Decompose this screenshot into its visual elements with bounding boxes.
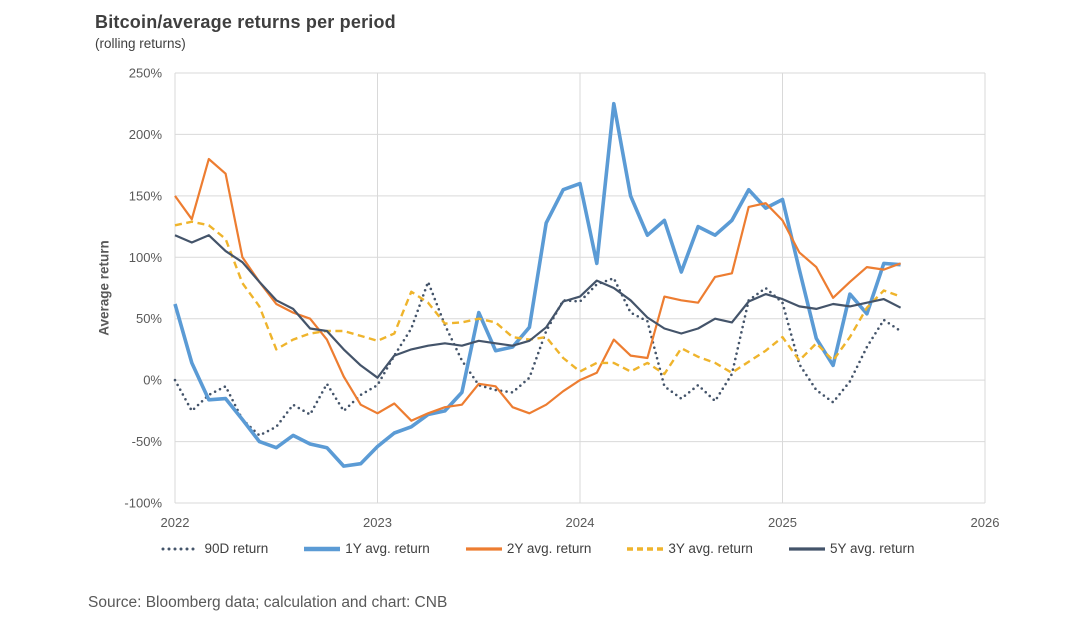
x-tick-label: 2023	[363, 515, 392, 530]
legend-label: 2Y avg. return	[506, 541, 592, 556]
chart-title: Bitcoin/average returns per period	[95, 12, 396, 32]
legend-item-2y-avg-return: 2Y avg. return	[464, 541, 592, 556]
x-tick-label: 2026	[971, 515, 1000, 530]
series-5y-avg-return	[174, 234, 902, 379]
y-tick-label: 50%	[136, 311, 162, 326]
legend-marker-solid	[788, 546, 825, 551]
series-90d-return	[173, 276, 902, 437]
legend-marker-solid	[465, 546, 502, 551]
y-tick-label: -50%	[132, 434, 163, 449]
x-tick-label: 2022	[161, 515, 190, 530]
legend-item-3y-avg-return: 3Y avg. return	[625, 541, 753, 556]
series-3y-avg-return	[174, 220, 902, 376]
source-note: Source: Bloomberg data; calculation and …	[88, 594, 448, 611]
y-tick-label: -100%	[124, 496, 162, 511]
legend-label: 1Y avg. return	[345, 541, 430, 556]
y-tick-label: 100%	[129, 250, 163, 265]
x-tick-label: 2025	[768, 515, 797, 530]
y-tick-label: 0%	[143, 373, 162, 388]
series-1y-avg-return	[173, 101, 901, 468]
y-tick-label: 200%	[129, 127, 163, 142]
chart-subtitle: (rolling returns)	[95, 36, 186, 51]
legend-marker-solid	[304, 546, 341, 551]
x-tick-label: 2024	[566, 515, 595, 530]
y-tick-label: 250%	[129, 66, 163, 81]
legend-item-90d-return: 90D return	[161, 541, 268, 556]
y-tick-label: 150%	[129, 188, 163, 203]
legend-marker-dashed	[627, 546, 664, 551]
legend-label: 3Y avg. return	[668, 541, 753, 556]
legend-marker-dotted	[161, 547, 201, 550]
legend-label: 5Y avg. return	[829, 541, 915, 556]
chart-legend: 90D return 1Y avg. return 2Y avg. return 3Y…	[0, 541, 1076, 556]
series-2y-avg-return	[174, 157, 901, 422]
legend-item-5y-avg-return: 5Y avg. return	[787, 541, 915, 556]
legend-item-1y-avg-return: 1Y avg. return	[302, 541, 430, 556]
legend-label: 90D return	[204, 541, 269, 556]
